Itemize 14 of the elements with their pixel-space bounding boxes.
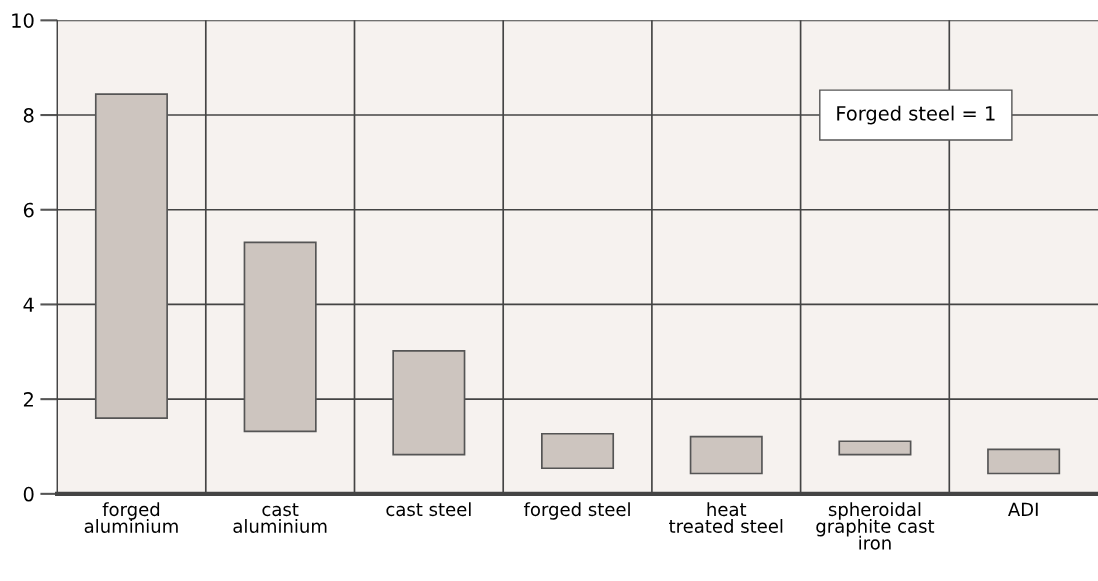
y-tick-label: 6 — [23, 202, 34, 218]
x-tick-label: cast aluminium — [233, 503, 327, 533]
x-tick-label: forged aluminium — [84, 502, 178, 533]
annotation: Forged steel = 1 — [837, 105, 995, 125]
x-tick-label: spheroidal graphite cast iron — [816, 502, 935, 550]
y-tick-label: 4 — [23, 297, 34, 312]
x-tick-label: heat treated steel — [669, 502, 783, 533]
y-tick-label: 0 — [23, 486, 34, 502]
y-tick-label: 10 — [12, 13, 34, 28]
x-tick-label: forged steel — [523, 502, 630, 520]
x-tick-label: cast steel — [386, 502, 471, 517]
x-tick-label: ADI — [1008, 502, 1038, 516]
y-tick-label: 2 — [23, 392, 33, 407]
y-tick-label: 8 — [23, 107, 34, 123]
